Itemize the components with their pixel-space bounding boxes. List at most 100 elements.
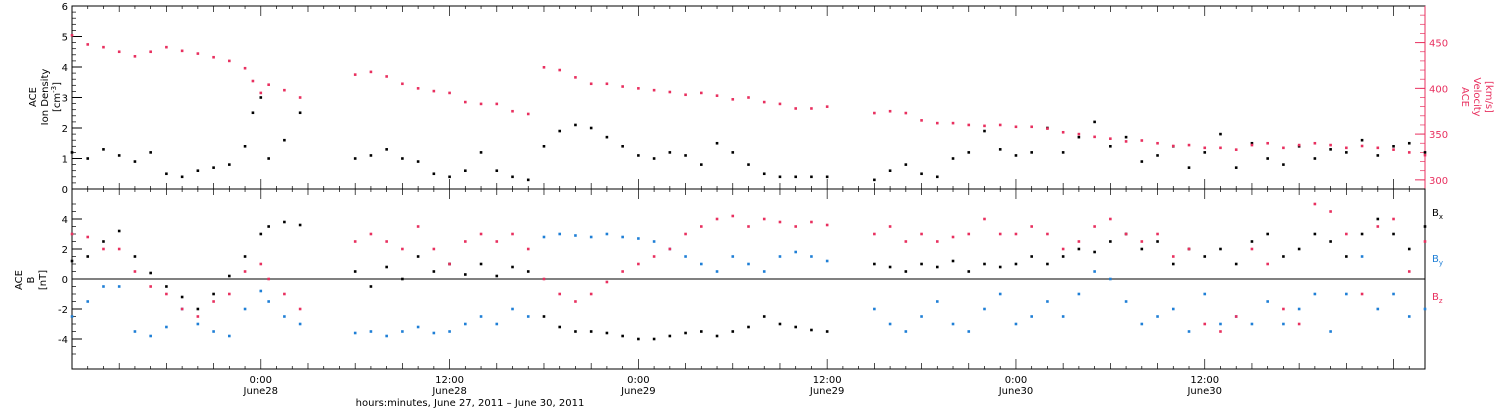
time-tick-label: 12:00 <box>1190 375 1219 386</box>
bz-point <box>983 217 986 221</box>
bz-point <box>951 235 955 239</box>
bz-point <box>479 232 483 236</box>
by-point <box>149 334 152 338</box>
bz-point <box>180 307 184 311</box>
bz-point <box>1250 247 1254 251</box>
velocity-point <box>401 82 404 86</box>
velocity-point <box>1156 141 1159 145</box>
bz-point <box>873 232 876 236</box>
density-point <box>180 175 184 179</box>
bx-point <box>196 307 200 311</box>
bfield-tick-label: -4 <box>58 335 68 346</box>
bz-point <box>652 255 656 258</box>
by-point <box>1061 315 1065 318</box>
bz-point <box>1030 225 1033 228</box>
density-point <box>165 172 168 176</box>
density-point <box>1061 151 1065 154</box>
bz-point <box>1124 232 1128 236</box>
velocity-point <box>967 123 971 127</box>
bx-point <box>715 334 719 338</box>
velocity-point <box>495 102 499 106</box>
bx-point <box>1360 232 1364 236</box>
density-point <box>228 163 231 166</box>
density-point <box>1234 166 1238 169</box>
bz-point <box>228 292 231 296</box>
density-point <box>432 172 436 176</box>
density-point <box>1124 135 1128 139</box>
time-tick-label: 0:00 <box>627 375 649 386</box>
bz-point <box>1219 330 1222 333</box>
bx-point <box>117 229 121 233</box>
density-point <box>574 123 577 127</box>
by-point <box>1077 292 1081 296</box>
date-tick-label: June28 <box>431 386 467 397</box>
bx-point <box>605 331 609 335</box>
density-point <box>385 148 388 151</box>
bx-point <box>1156 240 1159 243</box>
velocity-point <box>212 55 215 59</box>
by-point <box>778 255 782 258</box>
time-tick-label: 12:00 <box>813 375 842 386</box>
bx-point <box>259 232 263 236</box>
by-point <box>873 307 876 311</box>
bx-point <box>1250 240 1254 243</box>
by-point <box>1093 270 1096 273</box>
density-point <box>998 148 1002 151</box>
velocity-axis-ticks: 300 350 400 450 <box>1415 6 1448 189</box>
velocity-point <box>448 91 451 95</box>
bz-point <box>700 225 703 228</box>
bx-point <box>574 330 577 333</box>
velocity-point <box>196 52 200 55</box>
density-point <box>495 169 499 172</box>
bz-point <box>1171 255 1175 258</box>
density-point <box>464 169 467 172</box>
velocity-tick-label: 300 <box>1429 176 1448 187</box>
density-point <box>401 157 404 160</box>
density-point <box>133 160 137 163</box>
velocity-point <box>149 50 152 54</box>
by-point <box>448 330 451 333</box>
velocity-point <box>432 89 436 93</box>
velocity-point <box>102 45 105 49</box>
bz-point <box>574 300 577 303</box>
density-axis-unit: [cm-3] <box>50 82 63 112</box>
density-tick-label: 6 <box>62 2 68 13</box>
bz-point <box>526 247 530 251</box>
density-point <box>212 166 215 169</box>
density-point <box>70 151 74 154</box>
velocity-tick-label: 450 <box>1429 39 1448 50</box>
by-point <box>1360 255 1364 258</box>
velocity-point <box>574 76 577 79</box>
bx-point <box>1140 247 1144 251</box>
bx-point <box>298 223 302 227</box>
density-tick-label: 1 <box>62 155 68 166</box>
density-point <box>511 175 514 179</box>
velocity-point <box>794 107 797 110</box>
velocity-point <box>70 33 74 37</box>
by-point <box>1282 322 1285 326</box>
bz-point <box>1046 232 1049 236</box>
bz-point <box>1329 210 1332 213</box>
density-point <box>251 111 255 115</box>
by-point <box>1392 292 1395 296</box>
by-point <box>464 322 467 326</box>
by-point <box>133 330 137 333</box>
bz-point <box>621 270 624 273</box>
bz-point <box>967 232 971 236</box>
by-point <box>479 315 483 318</box>
density-point <box>1077 135 1081 139</box>
bx-point <box>873 262 876 266</box>
by-point <box>762 270 766 273</box>
bz-point <box>637 262 640 266</box>
density-point <box>86 157 90 160</box>
bx-point <box>684 331 687 335</box>
density-point <box>1140 160 1144 163</box>
bz-point <box>432 247 436 251</box>
bz-point <box>1234 315 1238 318</box>
by-point <box>432 331 436 335</box>
by-point <box>935 300 939 303</box>
velocity-point <box>589 82 593 86</box>
bx-point <box>589 330 593 333</box>
velocity-point <box>873 111 876 115</box>
bx-point <box>243 255 247 258</box>
